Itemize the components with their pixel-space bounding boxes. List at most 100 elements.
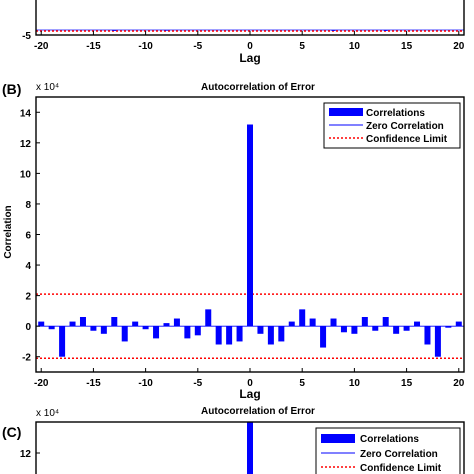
- x-tick-label: -20: [34, 41, 49, 52]
- bar: [257, 326, 264, 334]
- legend: Correlations Zero Correlation Confidence…: [323, 102, 461, 149]
- bar: [247, 422, 253, 474]
- bar: [121, 326, 128, 342]
- bar: [278, 326, 285, 342]
- x-tick-label: 10: [349, 41, 361, 52]
- y-axis-ticks: -2 0 2 4 6 8 10 12 14: [20, 108, 40, 364]
- legend-entry: Confidence Limit: [360, 463, 442, 474]
- legend-entry: Correlations: [366, 108, 425, 119]
- bar: [112, 30, 117, 31]
- legend-swatch-correlations: [329, 108, 363, 116]
- x-tick-label: 15: [401, 378, 413, 389]
- bar: [100, 326, 107, 334]
- chart-title-b: Autocorrelation of Error: [201, 82, 315, 93]
- bar: [414, 321, 421, 327]
- legend: Correlations Zero Correlation Confidence…: [315, 427, 461, 474]
- y-tick-label: 12: [20, 449, 32, 460]
- chart-title-c: Autocorrelation of Error: [201, 406, 315, 417]
- y-tick-label: -5: [22, 31, 31, 42]
- bar: [184, 326, 191, 339]
- bar: [226, 326, 233, 345]
- x-tick-label: -5: [193, 41, 202, 52]
- bar: [132, 321, 139, 327]
- bar: [372, 326, 379, 331]
- y-axis-ticks: -5: [22, 31, 40, 42]
- bar: [383, 30, 388, 31]
- bar: [194, 326, 201, 336]
- legend-entry: Zero Correlation: [366, 121, 444, 132]
- bar: [59, 326, 66, 357]
- bar-series: [247, 422, 253, 474]
- bar: [205, 309, 212, 327]
- x-tick-label: -10: [138, 41, 153, 52]
- x-tick-label: 20: [453, 378, 465, 389]
- bar: [361, 317, 368, 327]
- y-tick-label: 0: [25, 322, 31, 333]
- x-tick-label: -15: [86, 378, 101, 389]
- bar: [267, 326, 274, 345]
- legend-entry: Zero Correlation: [360, 449, 438, 460]
- legend-swatch-correlations: [321, 434, 355, 443]
- bar: [351, 326, 358, 334]
- legend-box: [315, 427, 461, 474]
- bar: [434, 326, 441, 357]
- y-axis-ticks: 12: [20, 449, 40, 460]
- x-tick-label: -20: [34, 378, 49, 389]
- bar: [340, 326, 347, 333]
- bar: [90, 326, 97, 331]
- chart-panel-b: (B) x 10⁴ Autocorrelation of Error Corre…: [2, 81, 465, 401]
- bar: [79, 317, 86, 327]
- x-axis-label-b: Lag: [239, 387, 260, 401]
- bar: [455, 321, 462, 327]
- bar: [247, 124, 253, 327]
- bar: [330, 318, 337, 327]
- bar: [403, 326, 410, 331]
- bar: [424, 326, 431, 345]
- y-multiplier-b: x 10⁴: [36, 82, 59, 93]
- y-tick-label: 12: [20, 139, 32, 150]
- y-tick-label: 10: [20, 169, 32, 180]
- bar: [142, 326, 149, 330]
- bar: [320, 326, 327, 348]
- panel-label-c: (C): [2, 424, 21, 440]
- y-tick-label: -2: [22, 353, 31, 364]
- bar: [288, 321, 295, 327]
- bar: [331, 30, 336, 31]
- x-tick-label: 10: [349, 378, 361, 389]
- bar: [236, 326, 243, 342]
- legend-entry: Confidence Limit: [366, 134, 448, 145]
- bar: [164, 30, 169, 31]
- x-tick-label: -10: [138, 378, 153, 389]
- x-tick-label: 5: [299, 378, 305, 389]
- x-tick-label: -15: [86, 41, 101, 52]
- bar: [215, 326, 222, 345]
- bar: [393, 326, 400, 334]
- x-axis-label: Lag: [239, 51, 260, 65]
- panel-label-b: (B): [2, 81, 21, 97]
- bar: [38, 321, 45, 327]
- x-tick-label: 0: [247, 41, 253, 52]
- bar-series: [38, 124, 462, 357]
- x-axis-ticks: -20 -15 -10 -5 0 5 10 15 20: [34, 31, 465, 52]
- x-tick-label: 5: [299, 41, 305, 52]
- bar: [382, 317, 389, 327]
- x-tick-label: 15: [401, 41, 413, 52]
- x-axis-ticks: -20 -15 -10 -5 0 5 10 15 20: [34, 368, 465, 389]
- y-tick-label: 2: [25, 292, 31, 303]
- y-axis-label-b: Correlation: [3, 205, 14, 258]
- bar-series: [112, 30, 388, 31]
- bar: [111, 317, 118, 327]
- plot-frame: [35, 421, 465, 474]
- confidence-limits: [36, 293, 464, 359]
- bar: [173, 318, 180, 327]
- y-tick-label: 8: [25, 200, 31, 211]
- bar: [299, 309, 306, 327]
- x-tick-label: 0: [247, 378, 253, 389]
- y-tick-label: 4: [25, 261, 31, 272]
- y-tick-label: 6: [25, 231, 31, 242]
- bar: [48, 326, 55, 330]
- x-tick-label: 20: [453, 41, 465, 52]
- bar: [309, 318, 316, 327]
- bar: [69, 321, 76, 327]
